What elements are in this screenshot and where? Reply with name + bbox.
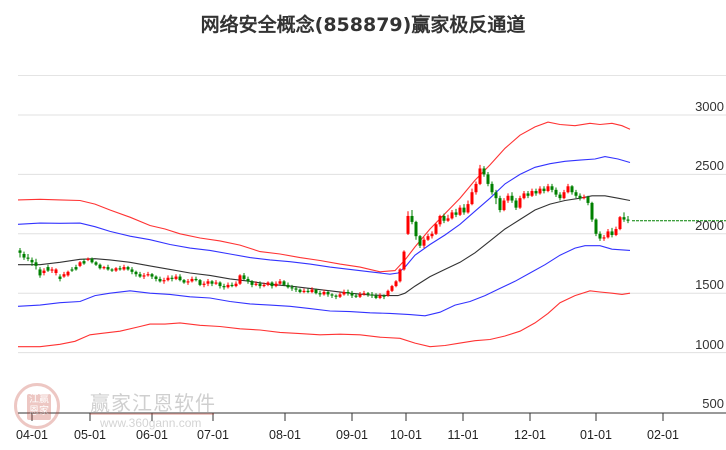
x-tick-label: 12-01 bbox=[514, 428, 546, 442]
x-tick-label: 08-01 bbox=[269, 428, 301, 442]
x-tick-label: 06-01 bbox=[136, 428, 168, 442]
band-mid bbox=[18, 195, 631, 297]
y-tick-label: 500 bbox=[702, 396, 724, 411]
y-tick-label: 2500 bbox=[695, 158, 724, 174]
x-tick-label: 10-01 bbox=[390, 428, 422, 442]
title-divider bbox=[18, 75, 726, 76]
y-tick-label: 1000 bbox=[695, 336, 724, 352]
grid-lines bbox=[18, 114, 726, 354]
band-outer_upper bbox=[17, 121, 631, 273]
x-tick-label: 05-01 bbox=[74, 428, 106, 442]
y-tick-label: 2000 bbox=[695, 217, 724, 233]
x-axis bbox=[18, 412, 726, 421]
x-tick-label: 04-01 bbox=[16, 428, 48, 442]
x-tick-label: 07-01 bbox=[197, 428, 229, 442]
chart-title: 网络安全概念(858879)赢家极反通道 bbox=[200, 14, 526, 36]
x-tick-label: 11-01 bbox=[447, 428, 479, 442]
band-outer_lower bbox=[18, 290, 631, 348]
x-tick-label: 02-01 bbox=[647, 428, 679, 442]
band-inner_upper bbox=[17, 156, 631, 275]
band-inner_lower bbox=[17, 245, 631, 317]
y-tick-label: 1500 bbox=[695, 277, 724, 293]
candlesticks bbox=[18, 164, 630, 300]
x-tick-label: 09-01 bbox=[336, 428, 368, 442]
x-tick-label: 01-01 bbox=[580, 428, 612, 442]
channel-bands bbox=[17, 121, 631, 348]
y-tick-label: 3000 bbox=[695, 99, 724, 114]
